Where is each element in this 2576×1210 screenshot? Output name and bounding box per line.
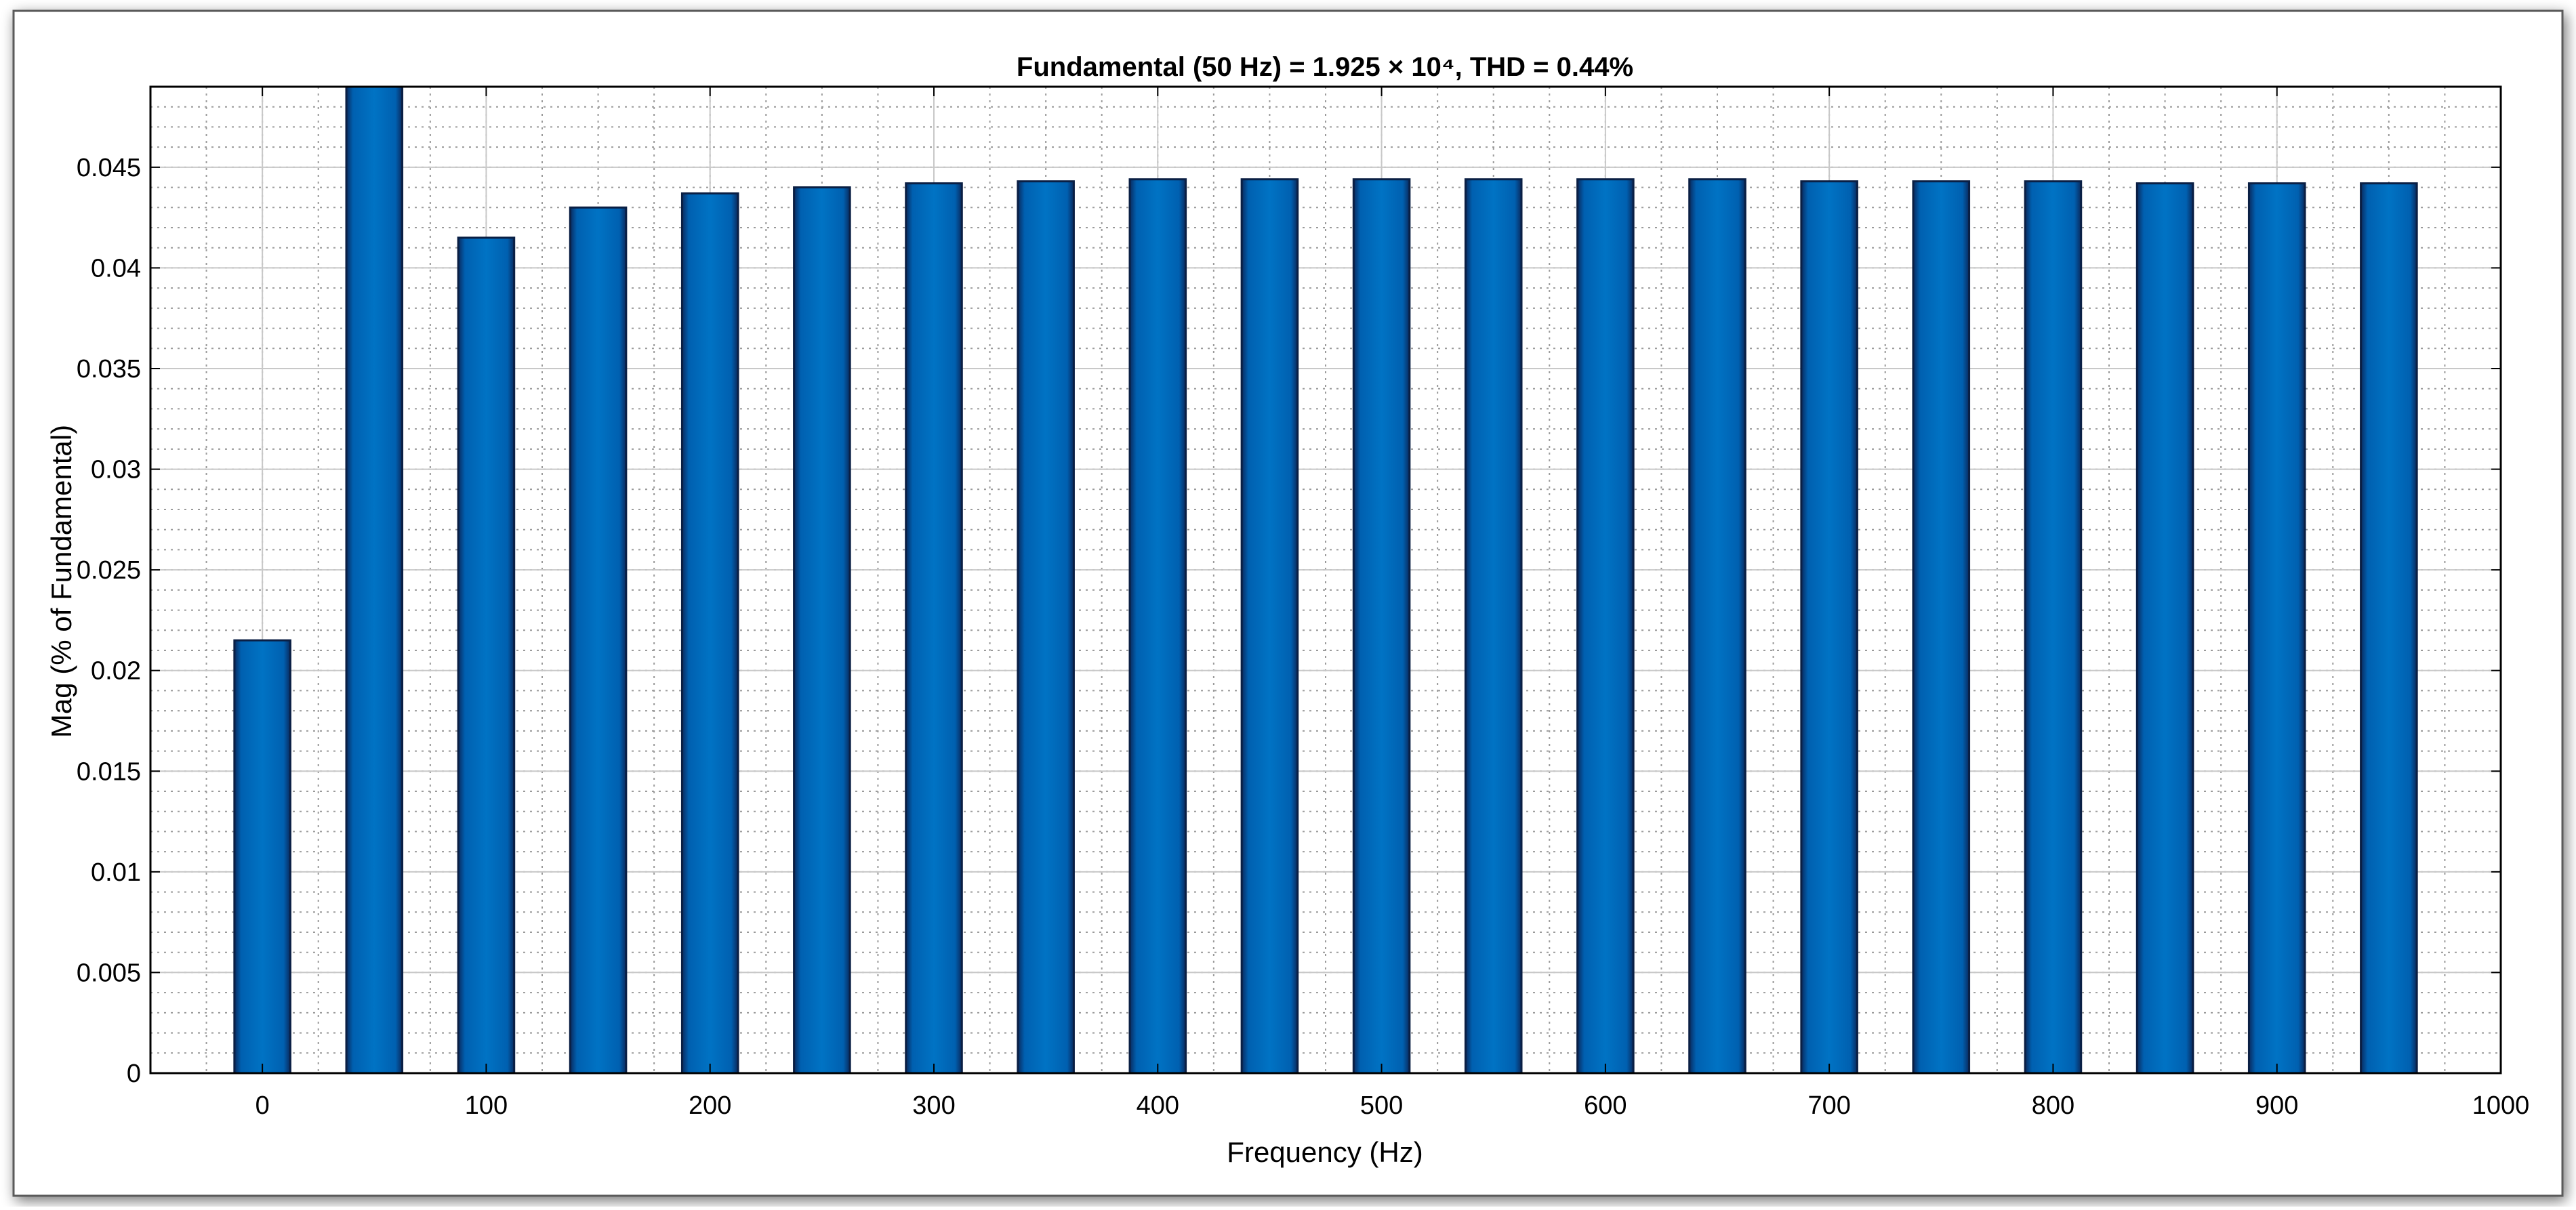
bar-650hz — [1688, 178, 1746, 1075]
bar-850hz — [2135, 182, 2194, 1075]
bar-100hz — [457, 236, 516, 1075]
y-tick-label: 0.04 — [91, 254, 141, 283]
bar-750hz — [1912, 180, 1971, 1075]
y-tick-label: 0.01 — [91, 858, 141, 887]
bar-550hz — [1464, 178, 1523, 1075]
x-tick-label: 500 — [1360, 1091, 1403, 1120]
y-axis-label: Mag (% of Fundamental) — [45, 425, 77, 738]
bar-0hz — [233, 639, 291, 1075]
y-tick-label: 0.045 — [77, 154, 141, 182]
bar-600hz — [1576, 178, 1635, 1075]
x-tick-label: 600 — [1584, 1091, 1627, 1120]
bar-900hz — [2247, 182, 2306, 1075]
bar-500hz — [1352, 178, 1411, 1075]
y-tick-label: 0.025 — [77, 556, 141, 585]
x-tick-label: 300 — [912, 1091, 955, 1120]
bar-200hz — [680, 192, 739, 1075]
bar-450hz — [1240, 178, 1299, 1075]
y-tick-label: 0.03 — [91, 456, 141, 484]
bar-700hz — [1800, 180, 1858, 1075]
x-tick-label: 900 — [2255, 1091, 2298, 1120]
bar-400hz — [1128, 178, 1187, 1075]
y-tick-label: 0.035 — [77, 355, 141, 383]
x-axis-label: Frequency (Hz) — [1227, 1136, 1423, 1168]
bar-150hz — [569, 206, 628, 1075]
bar-800hz — [2024, 180, 2083, 1075]
y-tick-label: 0 — [127, 1060, 141, 1088]
y-tick-label: 0.02 — [91, 657, 141, 686]
bars — [233, 85, 2418, 1075]
x-tick-label: 1000 — [2472, 1091, 2530, 1120]
x-tick-label: 0 — [255, 1091, 270, 1120]
plot-area-border — [149, 85, 2502, 1075]
x-tick-label: 100 — [465, 1091, 508, 1120]
bar-950hz — [2360, 182, 2418, 1075]
bar-250hz — [793, 186, 851, 1075]
bar-300hz — [905, 182, 963, 1075]
bar-50hz — [345, 85, 404, 1075]
bar-350hz — [1017, 180, 1075, 1075]
y-tick-label: 0.005 — [77, 959, 141, 987]
chart-title: Fundamental (50 Hz) = 1.925 × 10⁴, THD =… — [1017, 52, 1633, 82]
x-tick-label: 800 — [2032, 1091, 2074, 1120]
x-tick-label: 700 — [1807, 1091, 1850, 1120]
axis-ticks: 0 100 200 300 400 500 600 700 800 900 1000 0 0.005 0.… — [77, 87, 2529, 1120]
x-tick-label: 200 — [689, 1091, 731, 1120]
y-tick-label: 0.015 — [77, 757, 141, 786]
x-tick-label: 400 — [1137, 1091, 1179, 1120]
